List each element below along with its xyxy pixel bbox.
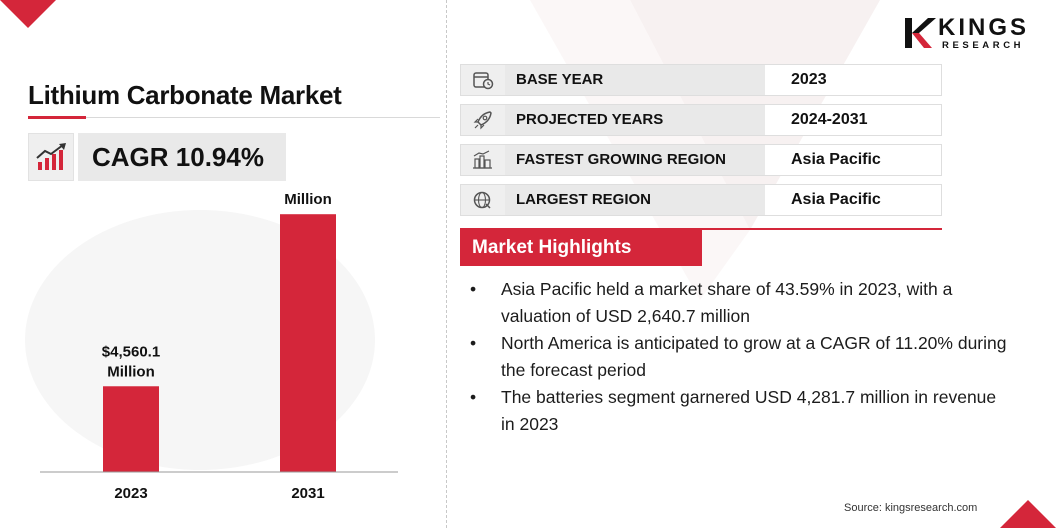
logo-k-mark — [905, 18, 936, 48]
rocket-icon — [473, 111, 492, 130]
growth-chart-icon — [36, 143, 66, 170]
list-item: • The batteries segment garnered USD 4,28… — [470, 384, 1010, 438]
data-label-2023: $4,560.1 — [102, 343, 160, 360]
stat-label: BASE YEAR — [505, 65, 765, 95]
corner-decoration-bottom — [1000, 500, 1056, 528]
corner-decoration — [0, 0, 56, 28]
stat-value: 2023 — [791, 71, 827, 88]
stat-row-base-year: BASE YEAR 2023 — [460, 64, 942, 96]
highlights-list: • Asia Pacific held a market share of 43.… — [470, 276, 1010, 438]
kings-research-logo: KINGS RESEARCH — [902, 14, 1034, 54]
list-item-text: The batteries segment garnered USD 4,281… — [501, 387, 997, 434]
stat-label: FASTEST GROWING REGION — [505, 145, 765, 175]
source-credit: Source: kingsresearch.com — [844, 502, 978, 514]
stat-icon-box — [461, 105, 505, 135]
stat-value: Asia Pacific — [791, 191, 881, 208]
highlights-heading: Market Highlights — [460, 230, 702, 266]
x-tick-label: 2031 — [291, 485, 324, 502]
bar-2031 — [280, 214, 336, 472]
x-tick-label: 2023 — [114, 485, 147, 502]
list-item: • North America is anticipated to grow at… — [470, 330, 1010, 384]
bullet-marker: • — [470, 279, 477, 299]
cagr-icon-box — [28, 133, 74, 181]
stat-icon-box — [461, 145, 505, 175]
title-accent-bar — [28, 116, 86, 119]
stat-value: 2024-2031 — [791, 111, 868, 128]
data-label-2023: Million — [107, 363, 155, 380]
cagr-value: CAGR 10.94% — [92, 142, 264, 172]
stat-label: LARGEST REGION — [505, 185, 765, 215]
list-item-text: Asia Pacific held a market share of 43.5… — [501, 279, 953, 326]
page-title: Lithium Carbonate Market — [28, 80, 342, 110]
stat-value: Asia Pacific — [791, 151, 881, 168]
title-underline — [28, 117, 440, 118]
data-label-2031: Million — [284, 191, 332, 208]
list-item: • Asia Pacific held a market share of 43.… — [470, 276, 1010, 330]
bullet-marker: • — [470, 333, 477, 353]
city-growth-icon — [473, 150, 492, 169]
stat-icon-box — [461, 185, 505, 215]
globe-icon — [473, 191, 491, 209]
stat-row-largest-region: LARGEST REGION Asia Pacific — [460, 184, 942, 216]
list-item-text: North America is anticipated to grow at … — [501, 333, 1007, 380]
logo-wordmark: KINGS — [938, 14, 1030, 41]
highlights-rule — [460, 228, 942, 230]
stat-row-projected-years: PROJECTED YEARS 2024-2031 — [460, 104, 942, 136]
bar-2023 — [103, 386, 159, 472]
bullet-marker: • — [470, 387, 477, 407]
calendar-clock-icon — [473, 72, 494, 90]
section-divider — [446, 0, 447, 528]
stat-icon-box — [461, 65, 505, 95]
stat-row-fastest-region: FASTEST GROWING REGION Asia Pacific — [460, 144, 942, 176]
stats-table: BASE YEAR 2023 PROJECTED YEARS 2024-2031… — [460, 64, 942, 224]
logo-subtitle: RESEARCH — [942, 40, 1025, 51]
cagr-badge: CAGR 10.94% — [78, 133, 286, 181]
stat-label: PROJECTED YEARS — [505, 105, 765, 135]
